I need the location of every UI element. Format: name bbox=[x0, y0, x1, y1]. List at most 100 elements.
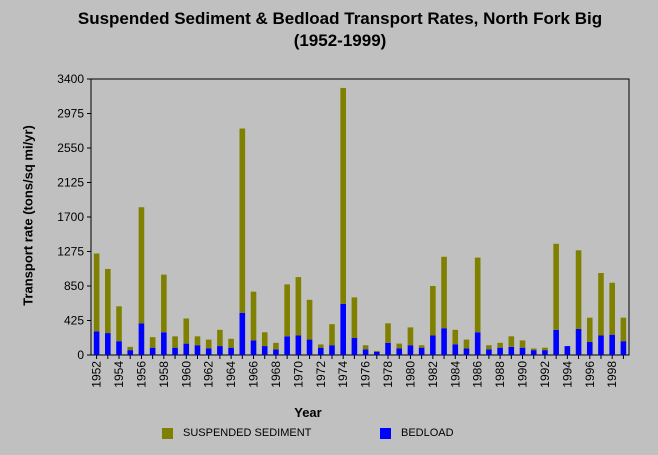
legend-swatch-bedload bbox=[380, 427, 391, 439]
x-tick-label-1962: 1962 bbox=[202, 361, 216, 388]
bar-bedload-1986 bbox=[474, 332, 481, 355]
bar-bedload-1982 bbox=[430, 335, 436, 355]
y-tick-label: 2975 bbox=[57, 107, 84, 121]
y-tick-label: 1275 bbox=[57, 245, 84, 259]
bar-suspended-sediment-1999 bbox=[620, 317, 627, 342]
legend-label-suspended-sediment: SUSPENDED SEDIMENT bbox=[183, 427, 312, 439]
legend-item-suspended-sediment: SUSPENDED SEDIMENT bbox=[162, 425, 311, 441]
bar-bedload-1957 bbox=[149, 347, 156, 355]
bar-suspended-sediment-1976 bbox=[362, 345, 369, 350]
bar-bedload-1958 bbox=[161, 332, 167, 355]
x-tick-label-1984: 1984 bbox=[448, 361, 462, 388]
bar-suspended-sediment-1962 bbox=[205, 339, 212, 349]
bar-bedload-1967 bbox=[261, 346, 268, 355]
x-tick-label-1994: 1994 bbox=[560, 361, 574, 388]
bar-suspended-sediment-1968 bbox=[273, 342, 279, 350]
bar-suspended-sediment-1979 bbox=[396, 343, 403, 349]
bar-bedload-1988 bbox=[497, 347, 503, 355]
bar-suspended-sediment-1993 bbox=[553, 243, 559, 330]
bar-suspended-sediment-1989 bbox=[508, 336, 515, 347]
bar-bedload-1978 bbox=[385, 342, 391, 355]
bar-bedload-1991 bbox=[530, 350, 537, 355]
bar-bedload-1952 bbox=[93, 331, 100, 355]
bar-bedload-1987 bbox=[486, 349, 492, 355]
y-axis-ticks: 0 425 850 1275 1700 2125 2550 2975 3400 bbox=[57, 72, 91, 362]
bars-layer bbox=[93, 87, 627, 355]
x-tick-label-1988: 1988 bbox=[493, 361, 507, 388]
bar-bedload-1994 bbox=[564, 346, 571, 355]
bar-bedload-1971 bbox=[306, 339, 313, 355]
y-axis-label: Transport rate (tons/sq mi/yr) bbox=[20, 125, 36, 306]
x-tick-label-1966: 1966 bbox=[247, 361, 261, 388]
x-axis-ticks: 1952 1954 1956 1958 1960 1962 1964 1966 1968 1970… bbox=[90, 355, 624, 388]
bar-suspended-sediment-1963 bbox=[217, 329, 223, 347]
bar-suspended-sediment-1986 bbox=[474, 257, 481, 333]
bar-bedload-1992 bbox=[542, 350, 548, 355]
x-tick-label-1958: 1958 bbox=[157, 361, 171, 388]
y-tick-label: 2550 bbox=[57, 141, 84, 155]
x-tick-label-1970: 1970 bbox=[291, 361, 305, 388]
bar-bedload-1969 bbox=[284, 336, 290, 355]
legend-label-bedload: BEDLOAD bbox=[401, 427, 454, 439]
bar-suspended-sediment-1957 bbox=[149, 337, 156, 348]
bar-bedload-1955 bbox=[127, 350, 134, 355]
x-tick-label-1960: 1960 bbox=[179, 361, 193, 388]
bar-suspended-sediment-1980 bbox=[407, 327, 414, 346]
x-tick-label-1980: 1980 bbox=[403, 361, 417, 388]
bar-suspended-sediment-1972 bbox=[317, 344, 324, 348]
bar-suspended-sediment-1997 bbox=[598, 273, 604, 336]
bar-bedload-1970 bbox=[295, 335, 302, 355]
bar-bedload-1954 bbox=[116, 341, 122, 355]
bar-suspended-sediment-1995 bbox=[575, 250, 582, 330]
bar-suspended-sediment-1987 bbox=[486, 345, 492, 350]
bar-suspended-sediment-1966 bbox=[250, 291, 257, 341]
bar-bedload-1956 bbox=[138, 323, 145, 355]
bar-suspended-sediment-1961 bbox=[194, 336, 201, 346]
bar-suspended-sediment-1955 bbox=[127, 346, 134, 351]
y-tick-label: 1700 bbox=[57, 210, 84, 224]
bar-suspended-sediment-1959 bbox=[172, 336, 178, 348]
bar-suspended-sediment-1956 bbox=[138, 207, 145, 324]
bar-suspended-sediment-1952 bbox=[93, 253, 100, 332]
bar-bedload-1984 bbox=[452, 344, 459, 355]
bar-suspended-sediment-1983 bbox=[441, 256, 447, 329]
bar-suspended-sediment-1975 bbox=[351, 297, 358, 338]
x-tick-label-1982: 1982 bbox=[426, 361, 440, 388]
x-tick-label-1998: 1998 bbox=[605, 361, 619, 388]
bar-bedload-1972 bbox=[317, 347, 324, 355]
y-tick-label: 425 bbox=[64, 314, 84, 328]
bar-bedload-1990 bbox=[519, 347, 526, 355]
bar-bedload-1960 bbox=[183, 343, 190, 355]
bar-suspended-sediment-1960 bbox=[183, 318, 190, 344]
legend-swatch-suspended-sediment bbox=[162, 427, 173, 439]
plot-area bbox=[90, 78, 630, 356]
bar-suspended-sediment-1964 bbox=[228, 338, 234, 348]
bar-suspended-sediment-1970 bbox=[295, 277, 302, 336]
bar-bedload-1998 bbox=[609, 334, 615, 355]
x-tick-label-1986: 1986 bbox=[471, 361, 485, 388]
legend-item-bedload: BEDLOAD bbox=[380, 425, 454, 441]
bar-suspended-sediment-1990 bbox=[519, 340, 526, 348]
bar-bedload-1963 bbox=[217, 346, 223, 355]
x-tick-label-1992: 1992 bbox=[538, 361, 552, 388]
bar-bedload-1964 bbox=[228, 347, 234, 355]
bar-suspended-sediment-1967 bbox=[261, 332, 268, 347]
bar-suspended-sediment-1982 bbox=[430, 286, 436, 336]
bar-suspended-sediment-1984 bbox=[452, 329, 459, 345]
bar-bedload-1983 bbox=[441, 328, 447, 355]
bar-suspended-sediment-1965 bbox=[239, 128, 246, 313]
bar-suspended-sediment-1978 bbox=[385, 323, 391, 343]
x-tick-label-1956: 1956 bbox=[134, 361, 148, 388]
bar-bedload-1979 bbox=[396, 348, 403, 355]
bar-bedload-1997 bbox=[598, 335, 604, 355]
y-tick-label: 0 bbox=[77, 348, 84, 362]
bar-bedload-1975 bbox=[351, 337, 358, 355]
bar-suspended-sediment-1974 bbox=[340, 87, 346, 304]
bar-bedload-1959 bbox=[172, 347, 178, 355]
y-tick-label: 3400 bbox=[57, 72, 84, 86]
bar-suspended-sediment-1954 bbox=[116, 306, 122, 342]
bar-suspended-sediment-1953 bbox=[105, 268, 111, 334]
bar-suspended-sediment-1985 bbox=[463, 339, 470, 349]
bar-bedload-1981 bbox=[418, 347, 425, 355]
bar-bedload-1976 bbox=[362, 349, 369, 355]
